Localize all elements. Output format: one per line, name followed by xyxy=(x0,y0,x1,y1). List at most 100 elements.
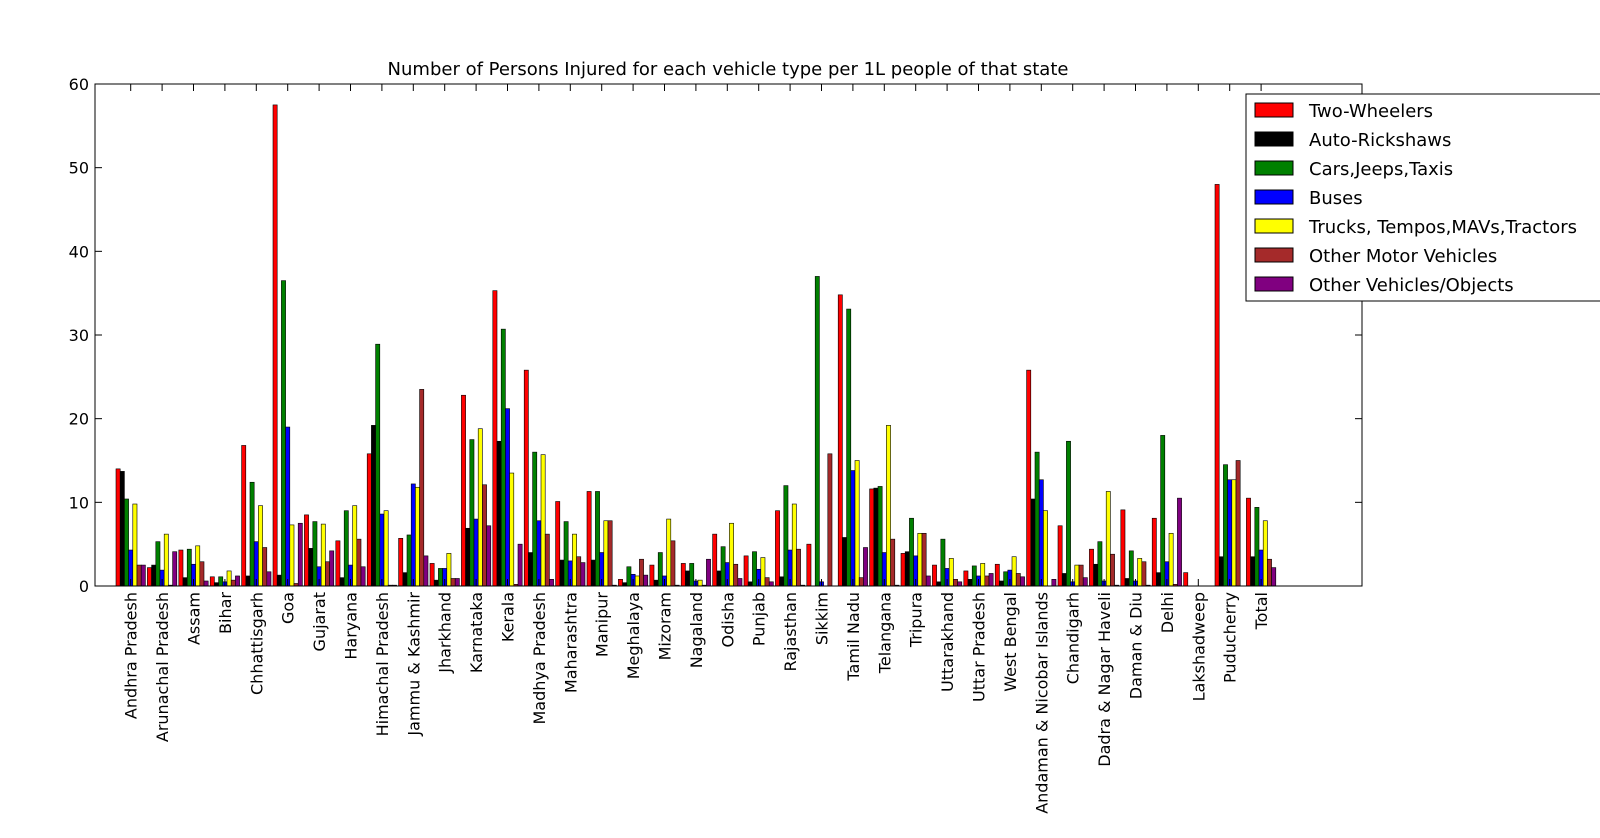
y-axis: 0 10 20 30 40 50 60 xyxy=(69,75,1362,596)
bar-5-28 xyxy=(1015,573,1021,587)
bar-2-1 xyxy=(155,541,161,587)
x-tick-label-30: Chandigarh xyxy=(1064,592,1083,684)
x-tick-label-33: Delhi xyxy=(1158,592,1177,633)
x-tick-label-27: Uttar Pradesh xyxy=(970,592,989,702)
bar-1-3 xyxy=(214,582,219,587)
bar-3-8 xyxy=(379,513,385,587)
bar-6-5 xyxy=(297,522,303,587)
bar-6-19 xyxy=(737,578,743,587)
bar-1-28 xyxy=(999,580,1004,587)
bar-0-27 xyxy=(963,570,969,587)
bar-3-12 xyxy=(505,408,510,587)
bar-1-10 xyxy=(433,579,439,587)
bar-6-12 xyxy=(517,543,523,587)
bar-3-5 xyxy=(285,426,291,587)
bar-4-30 xyxy=(1074,564,1080,587)
bar-0-34 xyxy=(1183,572,1189,587)
bar-4-15 xyxy=(603,520,609,587)
bar-2-33 xyxy=(1160,435,1166,587)
bar-1-14 xyxy=(559,559,565,587)
bar-4-3 xyxy=(226,570,232,587)
bar-5-22 xyxy=(827,453,833,587)
bar-4-33 xyxy=(1168,532,1174,587)
bar-2-9 xyxy=(406,534,412,587)
x-tick-label-35: Puducherry xyxy=(1221,592,1240,683)
bar-5-21 xyxy=(796,548,801,587)
bar-0-29 xyxy=(1026,369,1032,587)
bar-1-24 xyxy=(873,487,879,587)
bar-2-2 xyxy=(186,548,192,587)
bar-6-27 xyxy=(988,573,994,587)
bar-2-11 xyxy=(469,439,475,587)
y-tick-label-4: 40 xyxy=(69,242,89,261)
bar-1-27 xyxy=(967,579,973,587)
bar-4-25 xyxy=(917,532,923,587)
bar-0-31 xyxy=(1089,548,1094,587)
bar-6-6 xyxy=(329,550,335,587)
bar-5-4 xyxy=(262,547,268,587)
x-tick-label-24: Telangana xyxy=(875,592,894,674)
bar-4-7 xyxy=(352,505,358,587)
x-tick-label-15: Manipur xyxy=(593,592,612,657)
bar-0-4 xyxy=(241,445,247,587)
legend-swatch-3 xyxy=(1254,189,1294,205)
bar-0-12 xyxy=(492,290,498,587)
bar-0-6 xyxy=(304,514,309,587)
bar-2-27 xyxy=(971,565,977,587)
legend-label-2: Cars,Jeeps,Taxis xyxy=(1309,159,1453,180)
bar-0-18 xyxy=(680,563,686,587)
bar-6-9 xyxy=(423,555,429,587)
bar-4-8 xyxy=(383,510,389,587)
bar-1-31 xyxy=(1093,563,1099,587)
bar-2-26 xyxy=(940,538,946,587)
bar-1-32 xyxy=(1124,578,1130,587)
bar-4-31 xyxy=(1105,491,1111,587)
bar-6-20 xyxy=(768,581,774,587)
bar-6-28 xyxy=(1020,576,1025,587)
legend-label-3: Buses xyxy=(1309,188,1363,209)
bar-6-0 xyxy=(140,564,146,587)
bar-2-6 xyxy=(312,521,318,587)
bar-2-24 xyxy=(877,486,883,587)
bar-0-7 xyxy=(335,540,341,587)
bar-6-1 xyxy=(172,551,178,587)
bar-3-29 xyxy=(1038,479,1044,587)
x-tick-label-12: Kerala xyxy=(499,592,518,642)
bar-5-35 xyxy=(1235,460,1241,587)
bar-1-33 xyxy=(1156,572,1161,587)
bar-0-13 xyxy=(523,369,529,587)
x-tick-label-14: Maharashtra xyxy=(561,592,580,693)
legend-swatch-0 xyxy=(1254,102,1294,118)
bar-0-24 xyxy=(869,488,875,587)
bar-1-21 xyxy=(779,576,785,587)
legend-label-5: Other Motor Vehicles xyxy=(1309,246,1497,267)
x-tick-label-18: Nagaland xyxy=(687,592,706,668)
bar-4-24 xyxy=(886,425,891,587)
bar-4-28 xyxy=(1011,556,1017,587)
bar-1-9 xyxy=(402,572,408,587)
bar-5-6 xyxy=(325,561,330,587)
bar-0-14 xyxy=(555,501,561,587)
x-tick-label-23: Tamil Nadu xyxy=(844,592,863,682)
x-tick-label-17: Mizoram xyxy=(656,592,675,660)
bar-5-23 xyxy=(858,577,864,587)
bar-2-16 xyxy=(626,566,632,587)
bar-5-13 xyxy=(544,533,550,587)
bar-0-33 xyxy=(1151,517,1157,587)
bar-6-7 xyxy=(360,566,366,587)
bar-4-23 xyxy=(854,460,860,587)
x-tick-label-29: Andaman & Nicobar Islands xyxy=(1032,592,1051,814)
bar-0-36 xyxy=(1246,497,1251,587)
bar-2-5 xyxy=(281,280,286,587)
legend-label-1: Auto-Rickshaws xyxy=(1309,130,1451,151)
bars-layer xyxy=(115,104,1277,587)
bar-2-14 xyxy=(563,521,569,587)
bar-3-11 xyxy=(473,518,479,587)
bar-2-15 xyxy=(595,491,600,587)
bar-6-30 xyxy=(1082,577,1088,587)
legend-label-0: Two-Wheelers xyxy=(1308,101,1433,122)
x-tick-label-26: Uttarakhand xyxy=(938,592,957,692)
y-tick-label-2: 20 xyxy=(69,410,89,429)
bar-6-10 xyxy=(454,578,460,587)
bar-0-21 xyxy=(775,510,780,587)
